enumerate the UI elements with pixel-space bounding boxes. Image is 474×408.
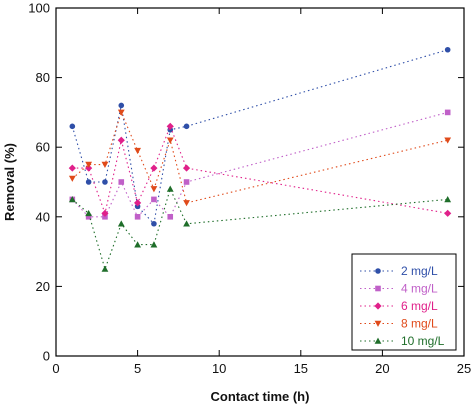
data-point [151, 196, 157, 203]
data-point [166, 122, 174, 130]
legend-label: 8 mg/L [401, 317, 438, 331]
data-point [182, 164, 191, 172]
series-line [72, 124, 448, 216]
series-line [71, 110, 448, 204]
data-point [85, 179, 92, 185]
series-line [71, 49, 448, 225]
series-layer [68, 46, 452, 272]
legend-marker [374, 337, 382, 344]
data-point [85, 164, 93, 172]
data-point [85, 209, 93, 217]
series-2 [69, 109, 451, 220]
series-3 [68, 122, 452, 217]
x-tick-label: 15 [294, 361, 308, 376]
data-point [444, 46, 451, 53]
data-point [117, 220, 125, 227]
data-point [150, 186, 158, 193]
data-point [117, 136, 125, 144]
y-axis-title: Removal (%) [2, 143, 17, 221]
y-tick-label: 20 [36, 279, 50, 294]
data-point [167, 214, 174, 220]
data-point [101, 265, 109, 272]
series-1 [69, 46, 451, 227]
data-point [444, 209, 452, 217]
data-point [150, 164, 158, 172]
legend-label: 10 mg/L [401, 334, 445, 348]
y-tick-label: 60 [36, 140, 50, 155]
data-point [166, 185, 174, 192]
data-point [183, 123, 190, 130]
plot-frame [55, 7, 465, 357]
series-5 [68, 185, 452, 272]
data-point [68, 196, 76, 203]
y-tick-label: 0 [43, 349, 50, 364]
data-point [101, 161, 109, 168]
axis-ticks: 0 5 10 15 20 25 0 20 40 60 80 100 [28, 1, 471, 377]
y-tick-label: 40 [36, 209, 50, 224]
x-tick-label: 5 [134, 361, 141, 376]
data-point [183, 200, 190, 207]
y-tick-label: 80 [36, 70, 50, 85]
data-point [68, 175, 76, 182]
legend-label: 4 mg/L [401, 282, 438, 296]
data-point [134, 147, 141, 155]
data-point [69, 123, 76, 130]
data-point [117, 109, 125, 116]
data-point [102, 179, 108, 185]
data-point [150, 241, 158, 248]
data-point [183, 220, 190, 227]
legend-marker [374, 320, 382, 327]
x-tick-label: 25 [457, 361, 471, 376]
series-line [71, 111, 448, 218]
data-point [183, 179, 190, 185]
legend-box [351, 253, 457, 351]
series-4 [68, 109, 452, 207]
data-point [134, 241, 141, 248]
data-point [151, 220, 157, 227]
legend-item: 2 mg/L [360, 264, 438, 278]
data-point [134, 214, 141, 220]
legend-item: 10 mg/L [360, 334, 445, 348]
legend-label: 6 mg/L [401, 299, 438, 313]
data-point [68, 164, 76, 172]
legend-item: 6 mg/L [360, 299, 438, 313]
legend-marker [374, 302, 382, 310]
legend-label: 2 mg/L [401, 264, 438, 278]
legend-item: 4 mg/L [360, 282, 438, 296]
legend-marker [375, 285, 381, 292]
data-point [444, 109, 451, 116]
x-axis-title: Contact time (h) [211, 389, 310, 404]
data-point [118, 102, 125, 109]
data-point [101, 209, 109, 217]
data-point [166, 137, 174, 144]
data-point [85, 214, 92, 220]
data-point [118, 179, 125, 185]
legend: 2 mg/L 4 mg/L 6 mg/L 8 mg/L 10 mg/L [351, 253, 457, 351]
legend-item: 8 mg/L [360, 317, 438, 331]
x-tick-label: 10 [212, 361, 226, 376]
x-tick-label: 20 [375, 361, 389, 376]
x-tick-label: 0 [52, 361, 59, 376]
y-tick-label: 100 [28, 1, 50, 16]
data-point [444, 196, 452, 203]
data-point [85, 161, 93, 168]
data-point [444, 137, 452, 144]
legend-marker [375, 268, 381, 274]
data-point [134, 199, 142, 207]
